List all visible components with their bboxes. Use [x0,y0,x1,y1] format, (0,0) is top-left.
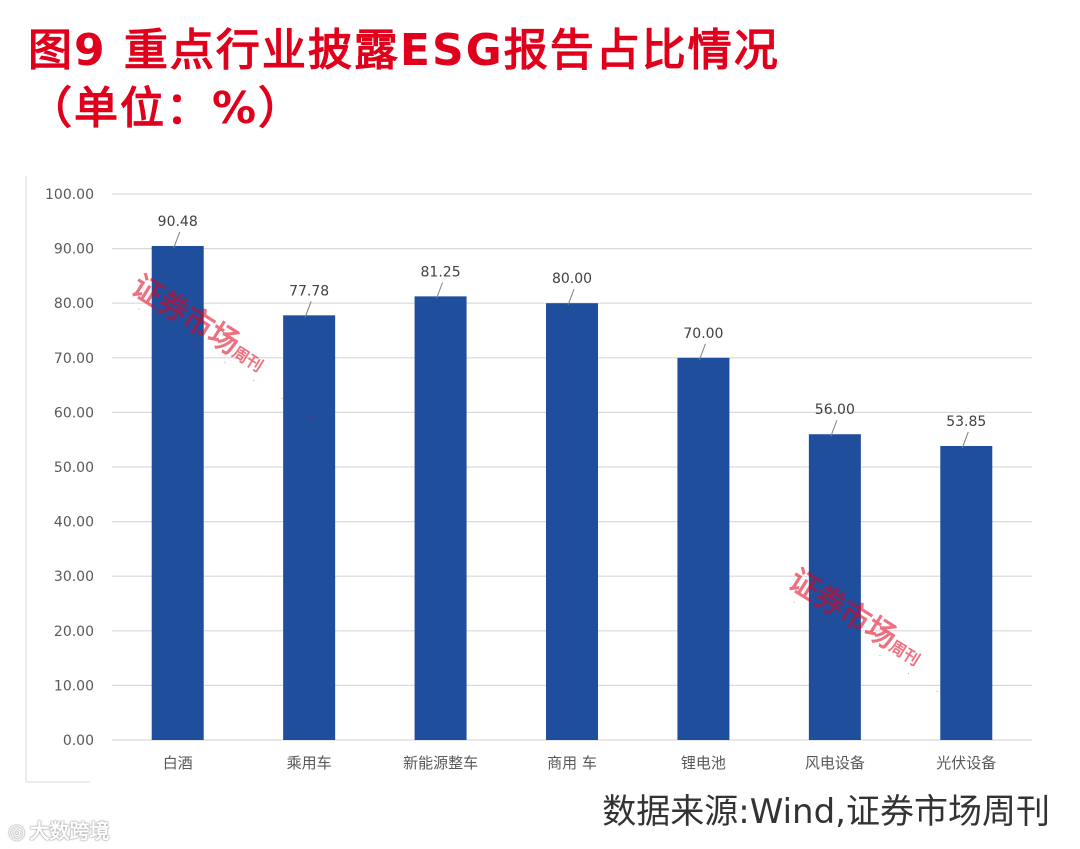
data-label: 90.48 [158,214,198,230]
data-source-note: 数据来源:Wind,证券市场周刊 [602,792,1050,832]
bar [677,357,730,740]
bar [940,445,993,740]
data-label: 77.78 [289,283,329,299]
bar [283,315,336,740]
data-label-leader [698,343,706,360]
data-label: 56.00 [815,402,855,418]
chart-bars [151,245,993,741]
x-tick-label: 锂电池 [681,754,726,772]
y-tick-label: 60.00 [54,405,94,421]
y-tick-label: 40.00 [54,515,94,531]
x-axis-labels: 白酒 乘用车 新能源整车 商用 车 锂电池 风电设备 光伏设备 [163,754,997,772]
y-tick-label: 30.00 [54,569,94,585]
y-axis-ticks: 0.00 10.00 20.00 30.00 40.00 50.00 60.00 70.00 8… [45,187,94,749]
logo-icon: ◎ [8,819,26,843]
y-tick-label: 0.00 [63,733,94,749]
chart-title-line2: （单位：%） [28,83,305,134]
data-label-leaders [173,231,969,449]
bar [546,303,598,740]
data-label-leader [173,231,181,249]
chart-frame [25,176,90,783]
x-tick-label: 风电设备 [805,754,865,772]
data-label: 53.85 [946,414,986,430]
x-tick-label: 白酒 [163,754,193,772]
bar [151,245,204,741]
data-label: 70.00 [683,326,723,342]
bar [808,434,861,740]
chart-title-line1: 图9 重点行业披露ESG报告占比情况 [28,25,780,76]
data-label-leader [961,431,969,449]
data-label-leader [567,289,575,306]
y-tick-label: 70.00 [54,351,94,367]
y-tick-label: 90.00 [54,242,94,258]
data-label-leader [436,282,444,299]
data-label: 80.00 [552,271,592,287]
data-label-leader [304,301,312,318]
x-tick-label: 乘用车 [287,754,332,772]
data-labels: 90.48 77.78 81.25 80.00 70.00 56.00 53.85 [158,214,987,430]
y-tick-label: 10.00 [54,678,94,694]
bar [414,296,467,740]
x-tick-label: 商用 车 [547,754,597,772]
x-tick-label: 新能源整车 [403,754,478,772]
y-tick-label: 50.00 [54,460,94,476]
data-label-leader [830,420,838,437]
data-label: 81.25 [421,264,461,280]
y-tick-label: 100.00 [45,187,94,203]
x-tick-label: 光伏设备 [936,754,996,772]
chart-title: 图9 重点行业披露ESG报告占比情况 （单位：%） [28,22,1068,138]
brand-logo: ◎ 大数跨境 [8,815,109,844]
logo-text: 大数跨境 [29,819,110,843]
y-tick-label: 80.00 [54,296,94,312]
y-tick-label: 20.00 [54,624,94,640]
